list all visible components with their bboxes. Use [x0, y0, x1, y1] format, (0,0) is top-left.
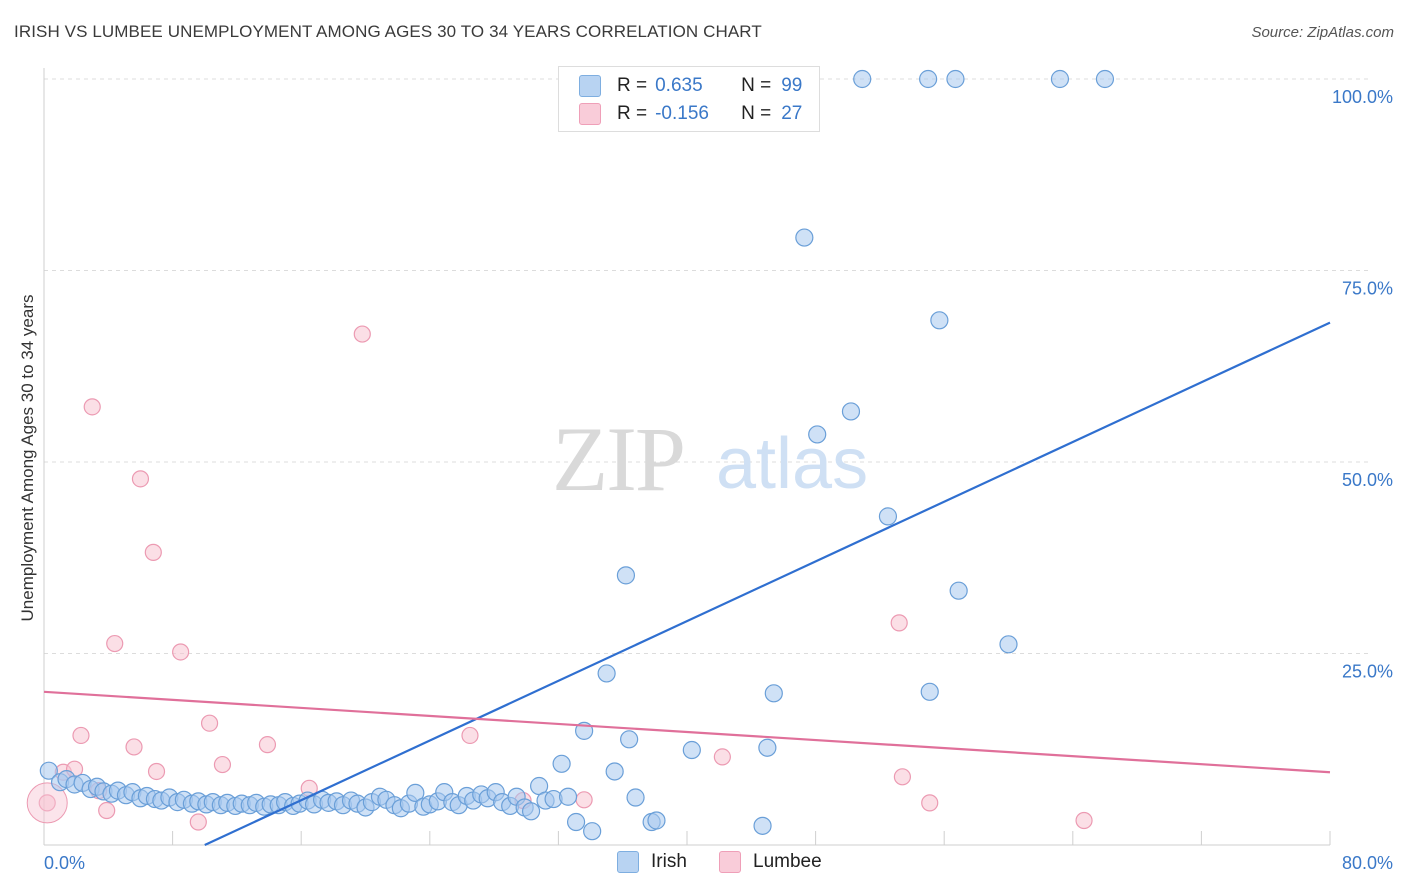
y-tick-label: 25.0%: [1342, 662, 1393, 682]
lumbee-point: [893, 768, 912, 786]
irish-point: [406, 783, 425, 803]
irish-point: [1050, 69, 1070, 89]
y-tick-label: 100.0%: [1332, 87, 1393, 107]
trend-lines: [43, 321, 1331, 846]
lumbee-points: [26, 325, 1093, 831]
irish-point: [620, 730, 639, 749]
lumbee-point: [172, 643, 190, 661]
legend-row-lumbee: R = -0.156 N = 27: [579, 101, 803, 127]
irish-point: [758, 738, 777, 757]
irish-point: [920, 682, 939, 701]
irish-point: [946, 69, 965, 89]
lumbee-point: [98, 801, 116, 820]
irish-point: [566, 812, 586, 832]
chart-title: IRISH VS LUMBEE UNEMPLOYMENT AMONG AGES …: [14, 22, 762, 41]
legend-r-value-irish: 0.635: [655, 75, 703, 96]
x-tick-label: 80.0%: [1342, 853, 1393, 873]
irish-point: [1095, 69, 1115, 89]
trend-line-lumbee: [43, 690, 1331, 774]
irish-point: [853, 69, 872, 89]
legend-r-value-lumbee: -0.156: [655, 103, 709, 124]
lumbee-point: [200, 714, 219, 732]
source-label: Source: ZipAtlas.com: [1251, 24, 1394, 41]
legend-n-value-irish: 99: [781, 75, 803, 96]
lumbee-point: [125, 738, 143, 756]
lumbee-point: [131, 470, 150, 488]
lumbee-point: [258, 736, 277, 754]
bottom-legend-irish: Irish: [617, 851, 687, 873]
lumbee-point: [213, 755, 232, 774]
bottom-legend-lumbee: Lumbee: [719, 851, 822, 873]
irish-point: [841, 402, 861, 421]
bottom-legend-swatch-lumbee: [719, 851, 741, 873]
lumbee-point: [353, 325, 371, 343]
irish-point: [583, 822, 602, 841]
grid-lines: [44, 78, 1370, 654]
legend-n-value-lumbee: 27: [781, 103, 803, 124]
irish-point: [808, 425, 827, 444]
irish-point: [552, 754, 571, 773]
irish-point: [558, 787, 578, 806]
legend-row-irish: R = 0.635 N = 99: [579, 73, 803, 99]
lumbee-point: [1075, 811, 1093, 830]
legend-r-label: R =: [617, 75, 648, 96]
watermark: ZIP atlas: [552, 408, 868, 510]
irish-point: [753, 816, 772, 835]
x-tick-label: 0.0%: [44, 853, 85, 873]
legend-n-label: N =: [741, 75, 772, 96]
irish-point: [605, 762, 624, 781]
y-tick-label: 50.0%: [1342, 470, 1393, 490]
irish-point: [795, 228, 814, 247]
irish-point: [878, 507, 898, 526]
irish-point: [949, 581, 968, 600]
legend-box: R = 0.635 N = 99 R = -0.156 N = 27: [558, 66, 820, 132]
lumbee-point: [106, 634, 124, 653]
legend-r-label: R =: [617, 103, 648, 124]
y-tick-label: 75.0%: [1342, 279, 1393, 299]
lumbee-point: [713, 748, 731, 766]
lumbee-point: [461, 726, 479, 745]
legend-n-label: N =: [741, 103, 772, 124]
axes: [43, 68, 1331, 846]
irish-point: [764, 684, 783, 703]
lumbee-point: [189, 813, 207, 831]
lumbee-point: [38, 794, 56, 812]
lumbee-point: [83, 398, 101, 416]
legend-swatch-lumbee: [579, 103, 601, 125]
tick-labels: 25.0% 50.0% 75.0% 100.0% 0.0% 80.0%: [44, 87, 1393, 873]
lumbee-point: [147, 762, 166, 781]
watermark-atlas: atlas: [716, 424, 868, 504]
lumbee-point: [921, 794, 939, 812]
legend-swatch-irish: [579, 75, 601, 97]
lumbee-point: [575, 791, 593, 809]
irish-point: [647, 811, 666, 830]
bottom-legend-label-lumbee: Lumbee: [753, 851, 822, 872]
irish-point: [919, 69, 938, 89]
irish-point: [521, 802, 541, 821]
irish-point: [597, 664, 616, 683]
bottom-legend-swatch-irish: [617, 851, 639, 873]
irish-point: [616, 566, 636, 585]
watermark-zip: ZIP: [552, 408, 684, 510]
irish-point: [682, 740, 701, 760]
irish-point: [39, 761, 58, 780]
y-axis-label: Unemployment Among Ages 30 to 34 years: [18, 295, 37, 622]
bottom-legend-label-irish: Irish: [651, 851, 687, 872]
irish-points: [39, 69, 1115, 841]
irish-point: [930, 311, 949, 330]
lumbee-point: [144, 543, 162, 561]
lumbee-point: [890, 614, 908, 632]
trend-line-irish: [204, 321, 1331, 846]
irish-point: [626, 788, 645, 807]
lumbee-point: [26, 782, 68, 824]
lumbee-point: [72, 726, 90, 745]
irish-point: [999, 635, 1018, 654]
